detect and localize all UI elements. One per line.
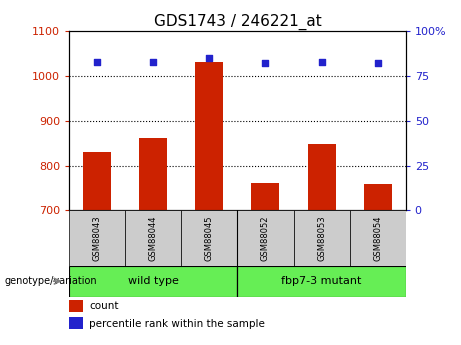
Text: GSM88052: GSM88052 bbox=[261, 215, 270, 261]
Point bbox=[206, 55, 213, 61]
Text: fbp7-3 mutant: fbp7-3 mutant bbox=[281, 276, 362, 286]
Bar bbox=[195, 62, 224, 210]
Text: GSM88044: GSM88044 bbox=[149, 215, 158, 261]
Text: GSM88053: GSM88053 bbox=[317, 215, 326, 261]
Bar bbox=[364, 185, 392, 210]
Bar bbox=[83, 152, 111, 210]
Bar bbox=[69, 266, 237, 297]
Point bbox=[94, 59, 101, 64]
Point bbox=[374, 61, 381, 66]
Point bbox=[262, 61, 269, 66]
Bar bbox=[294, 210, 349, 266]
Text: genotype/variation: genotype/variation bbox=[5, 276, 97, 286]
Bar bbox=[251, 183, 279, 210]
Text: wild type: wild type bbox=[128, 276, 179, 286]
Bar bbox=[307, 144, 336, 210]
Text: GSM88054: GSM88054 bbox=[373, 215, 382, 261]
Point bbox=[318, 59, 325, 64]
Bar bbox=[237, 210, 294, 266]
Bar bbox=[237, 266, 406, 297]
Title: GDS1743 / 246221_at: GDS1743 / 246221_at bbox=[154, 13, 321, 30]
Text: GSM88043: GSM88043 bbox=[93, 215, 102, 261]
Bar bbox=[125, 210, 181, 266]
Bar bbox=[69, 300, 83, 312]
Bar bbox=[69, 317, 83, 329]
Text: count: count bbox=[89, 302, 119, 311]
Bar bbox=[139, 138, 167, 210]
Text: percentile rank within the sample: percentile rank within the sample bbox=[89, 319, 265, 328]
Point bbox=[149, 59, 157, 64]
Bar bbox=[69, 210, 125, 266]
Bar bbox=[181, 210, 237, 266]
Text: GSM88045: GSM88045 bbox=[205, 215, 214, 261]
Bar bbox=[349, 210, 406, 266]
